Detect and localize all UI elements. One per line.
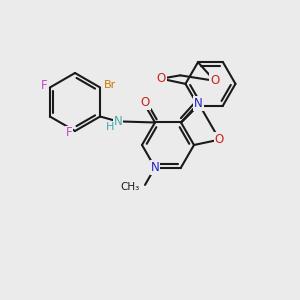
Text: N: N — [194, 97, 203, 110]
Text: F: F — [40, 79, 47, 92]
Text: F: F — [66, 127, 72, 140]
Text: H: H — [106, 122, 114, 133]
Text: N: N — [151, 161, 159, 174]
Text: CH₃: CH₃ — [121, 182, 140, 192]
Text: Br: Br — [104, 80, 116, 89]
Text: O: O — [156, 72, 166, 85]
Text: O: O — [210, 74, 219, 87]
Text: N: N — [114, 115, 122, 128]
Text: O: O — [215, 133, 224, 146]
Text: O: O — [140, 96, 150, 109]
